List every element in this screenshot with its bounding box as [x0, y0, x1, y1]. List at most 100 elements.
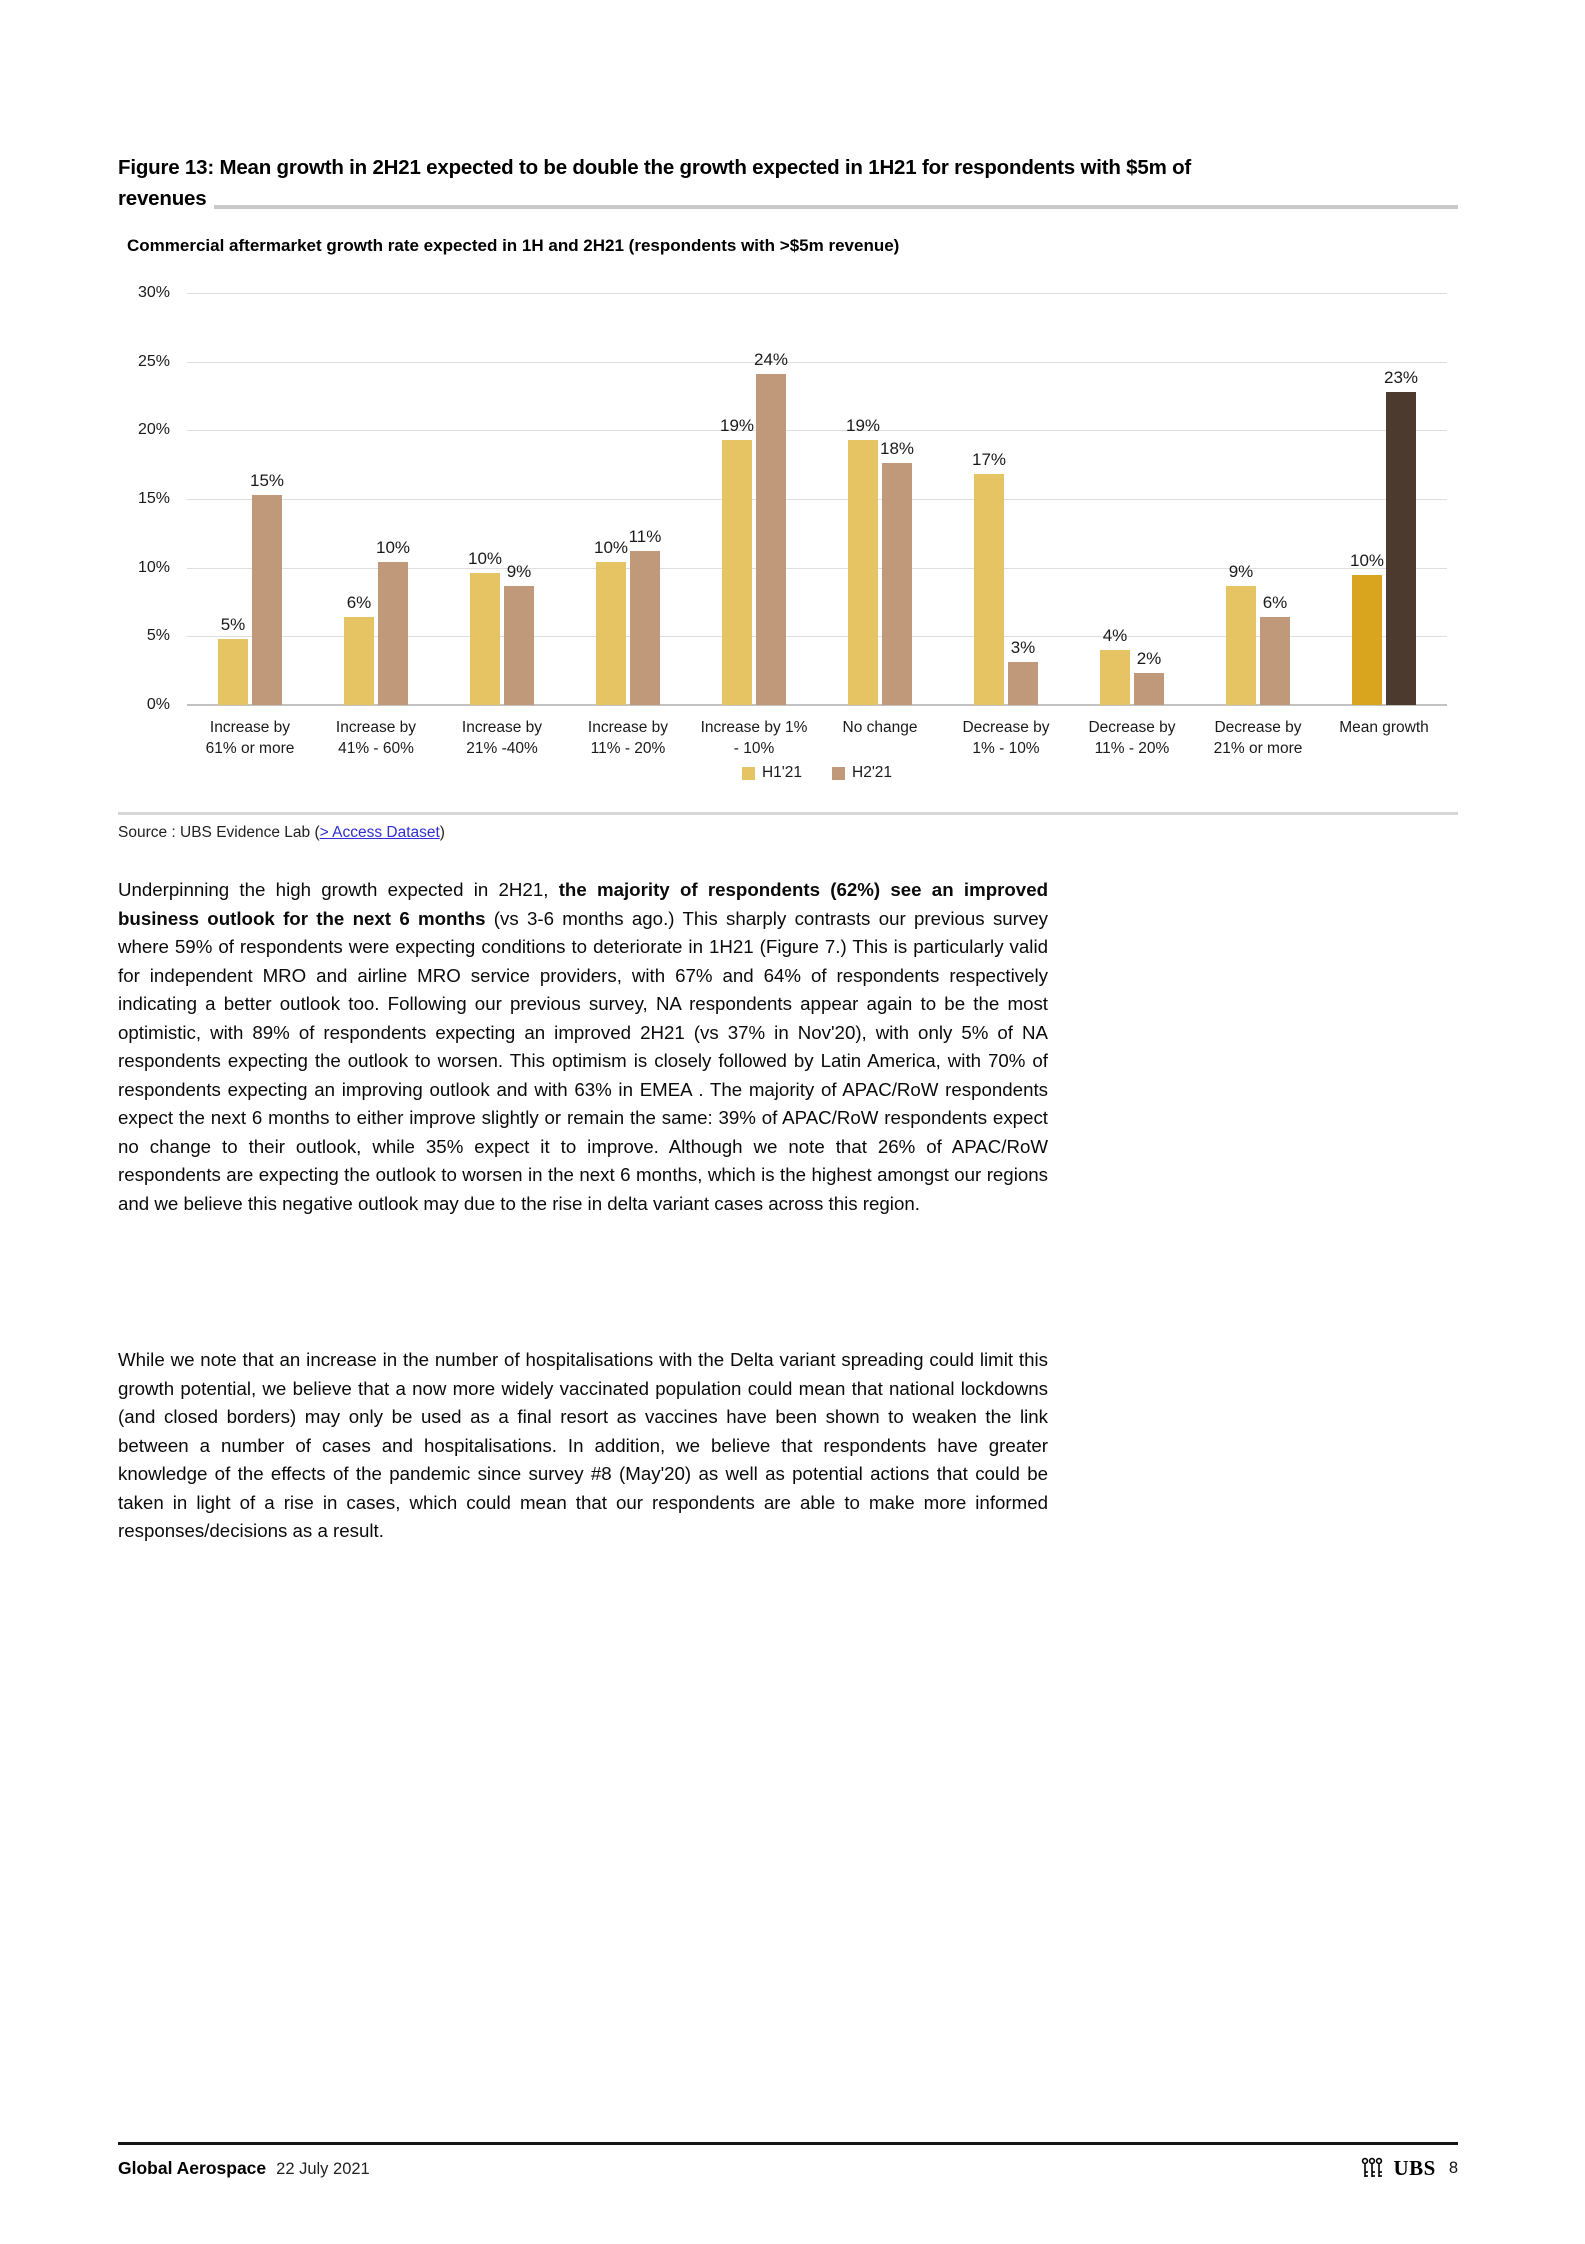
- gridline: [187, 567, 1447, 569]
- bar-chart: 30% 25% 20% 15% 10% 5% 0% 5% 6% 10% 10% 19% 19% 17% 4…: [118, 284, 1458, 798]
- figure-title: Figure 13: Mean growth in 2H21 expected …: [118, 152, 1458, 214]
- category-label-line: Increase by 1%: [700, 719, 808, 736]
- bar-value-label: 4%: [1102, 626, 1128, 646]
- bar-value-label: 10%: [1349, 550, 1385, 570]
- legend-item-h221: H2'21: [832, 764, 892, 782]
- bar-value-label: 24%: [753, 350, 789, 370]
- y-axis-tick: 10%: [137, 558, 170, 576]
- legend-swatch: [741, 766, 755, 780]
- y-axis-tick: 30%: [137, 284, 170, 301]
- category-label: Mean growth: [1321, 717, 1447, 738]
- bar-value-label: 10%: [375, 538, 411, 558]
- bar-value-label: 15%: [249, 470, 285, 490]
- bar-h221: [1008, 662, 1038, 705]
- bar-value-label: 3%: [1010, 638, 1036, 658]
- category-label-line: Decrease by: [1088, 719, 1176, 736]
- category-label-line: 61% or more: [205, 740, 295, 757]
- category-label-line: Decrease by: [962, 719, 1050, 736]
- bar-h121: [722, 439, 752, 705]
- category-label-line: 41% - 60%: [338, 740, 414, 757]
- bar-value-label: 17%: [971, 450, 1007, 470]
- footer: Global Aerospace 22 July 2021 UBS 8: [118, 2153, 1458, 2183]
- category-label-line: Mean growth: [1339, 719, 1429, 736]
- bar-h221: [252, 494, 282, 705]
- bar-value-label: 9%: [506, 561, 532, 581]
- category-label: Increase by 1% - 10%: [691, 717, 817, 759]
- bar-h221: [1260, 617, 1290, 705]
- category-label-line: 21% or more: [1213, 740, 1303, 757]
- source-text: Source : UBS Evidence Lab (> Access Data…: [118, 824, 445, 842]
- text-segment: Underpinning the high growth expected in…: [118, 879, 559, 900]
- bar-h121: [344, 617, 374, 705]
- paragraph-1: Underpinning the high growth expected in…: [118, 876, 1048, 1218]
- category-label: Increase by 41% - 60%: [313, 717, 439, 759]
- plot-area: 5% 6% 10% 10% 19% 19% 17% 4% 9% 10% 15% 10% 9% 11% 24%…: [187, 293, 1447, 706]
- category-label-line: 11% - 20%: [1094, 740, 1170, 757]
- y-axis-tick: 15%: [137, 490, 170, 507]
- bar-value-label: 5%: [220, 615, 246, 635]
- y-axis-tick: 20%: [137, 421, 170, 439]
- report-date: 22 July 2021: [276, 2159, 370, 2178]
- paragraph-2: While we note that an increase in the nu…: [118, 1346, 1048, 1546]
- bar-value-label: 9%: [1228, 561, 1254, 581]
- bar-h121: [1100, 650, 1130, 705]
- category-label: Decrease by 21% or more: [1195, 717, 1321, 759]
- bar-h221: [378, 562, 408, 705]
- text-segment: While we note that an increase in the nu…: [118, 1349, 1048, 1541]
- bar-h221: [1386, 391, 1416, 705]
- access-dataset-link[interactable]: > Access Dataset: [319, 824, 440, 841]
- category-label-line: Decrease by: [1214, 719, 1302, 736]
- category-label: Increase by 11% - 20%: [565, 717, 691, 759]
- bar-h221: [1134, 673, 1164, 705]
- bar-value-label: 19%: [845, 415, 881, 435]
- y-axis-tick: 0%: [146, 696, 170, 713]
- category-label-line: Increase by: [461, 719, 543, 736]
- title-rule: [214, 205, 1458, 209]
- ubs-keys-logo-icon: [1362, 2157, 1383, 2177]
- category-label-line: Increase by: [209, 719, 291, 736]
- bar-value-label: 2%: [1136, 649, 1162, 669]
- gridline: [187, 430, 1447, 432]
- category-label-line: Increase by: [587, 719, 669, 736]
- bar-value-label: 6%: [346, 593, 372, 613]
- bar-h221: [756, 374, 786, 705]
- bar-h221: [630, 551, 660, 705]
- bar-h121: [974, 474, 1004, 705]
- category-label: Increase by 61% or more: [187, 717, 313, 759]
- gridline: [187, 361, 1447, 363]
- bar-value-label: 18%: [879, 439, 915, 459]
- bar-value-label: 19%: [719, 415, 755, 435]
- category-label: Increase by 21% -40%: [439, 717, 565, 759]
- gridline: [187, 499, 1447, 500]
- bar-value-label: 11%: [628, 527, 662, 547]
- bar-h121: [596, 562, 626, 705]
- bar-value-label: 23%: [1383, 367, 1419, 387]
- category-label-line: 1% - 10%: [972, 740, 1040, 757]
- gridline: [187, 293, 1447, 294]
- category-label: Decrease by 11% - 20%: [1069, 717, 1195, 759]
- bar-h121: [218, 639, 248, 705]
- source-prefix: Source : UBS Evidence Lab (: [118, 824, 320, 841]
- category-label-line: 21% -40%: [466, 740, 538, 757]
- y-axis-tick: 25%: [137, 352, 170, 370]
- figure-title-line2: revenues: [118, 187, 207, 210]
- bold-text-segment: the majority of respondents (62%) see an…: [118, 879, 1048, 929]
- page-number: 8: [1448, 2158, 1458, 2177]
- bar-value-label: 10%: [467, 549, 503, 569]
- ubs-wordmark: UBS: [1393, 2155, 1436, 2180]
- bar-h121: [848, 439, 878, 705]
- y-axis-tick: 5%: [146, 627, 170, 645]
- chart-legend: H1'21 H2'21: [187, 763, 1447, 783]
- section-divider: [118, 812, 1458, 815]
- bar-value-label: 6%: [1262, 593, 1288, 613]
- category-label-line: 11% - 20%: [590, 740, 666, 757]
- chart-title: Commercial aftermarket growth rate expec…: [127, 236, 900, 255]
- text-segment: (vs 3-6 months ago.) This sharply contra…: [118, 907, 1048, 1214]
- report-title: Global Aerospace: [118, 2157, 267, 2178]
- category-label: Decrease by 1% - 10%: [943, 717, 1069, 759]
- bar-h121: [1226, 585, 1256, 705]
- bar-h221: [882, 463, 912, 705]
- gridline: [187, 636, 1447, 638]
- legend-label: H2'21: [852, 764, 893, 781]
